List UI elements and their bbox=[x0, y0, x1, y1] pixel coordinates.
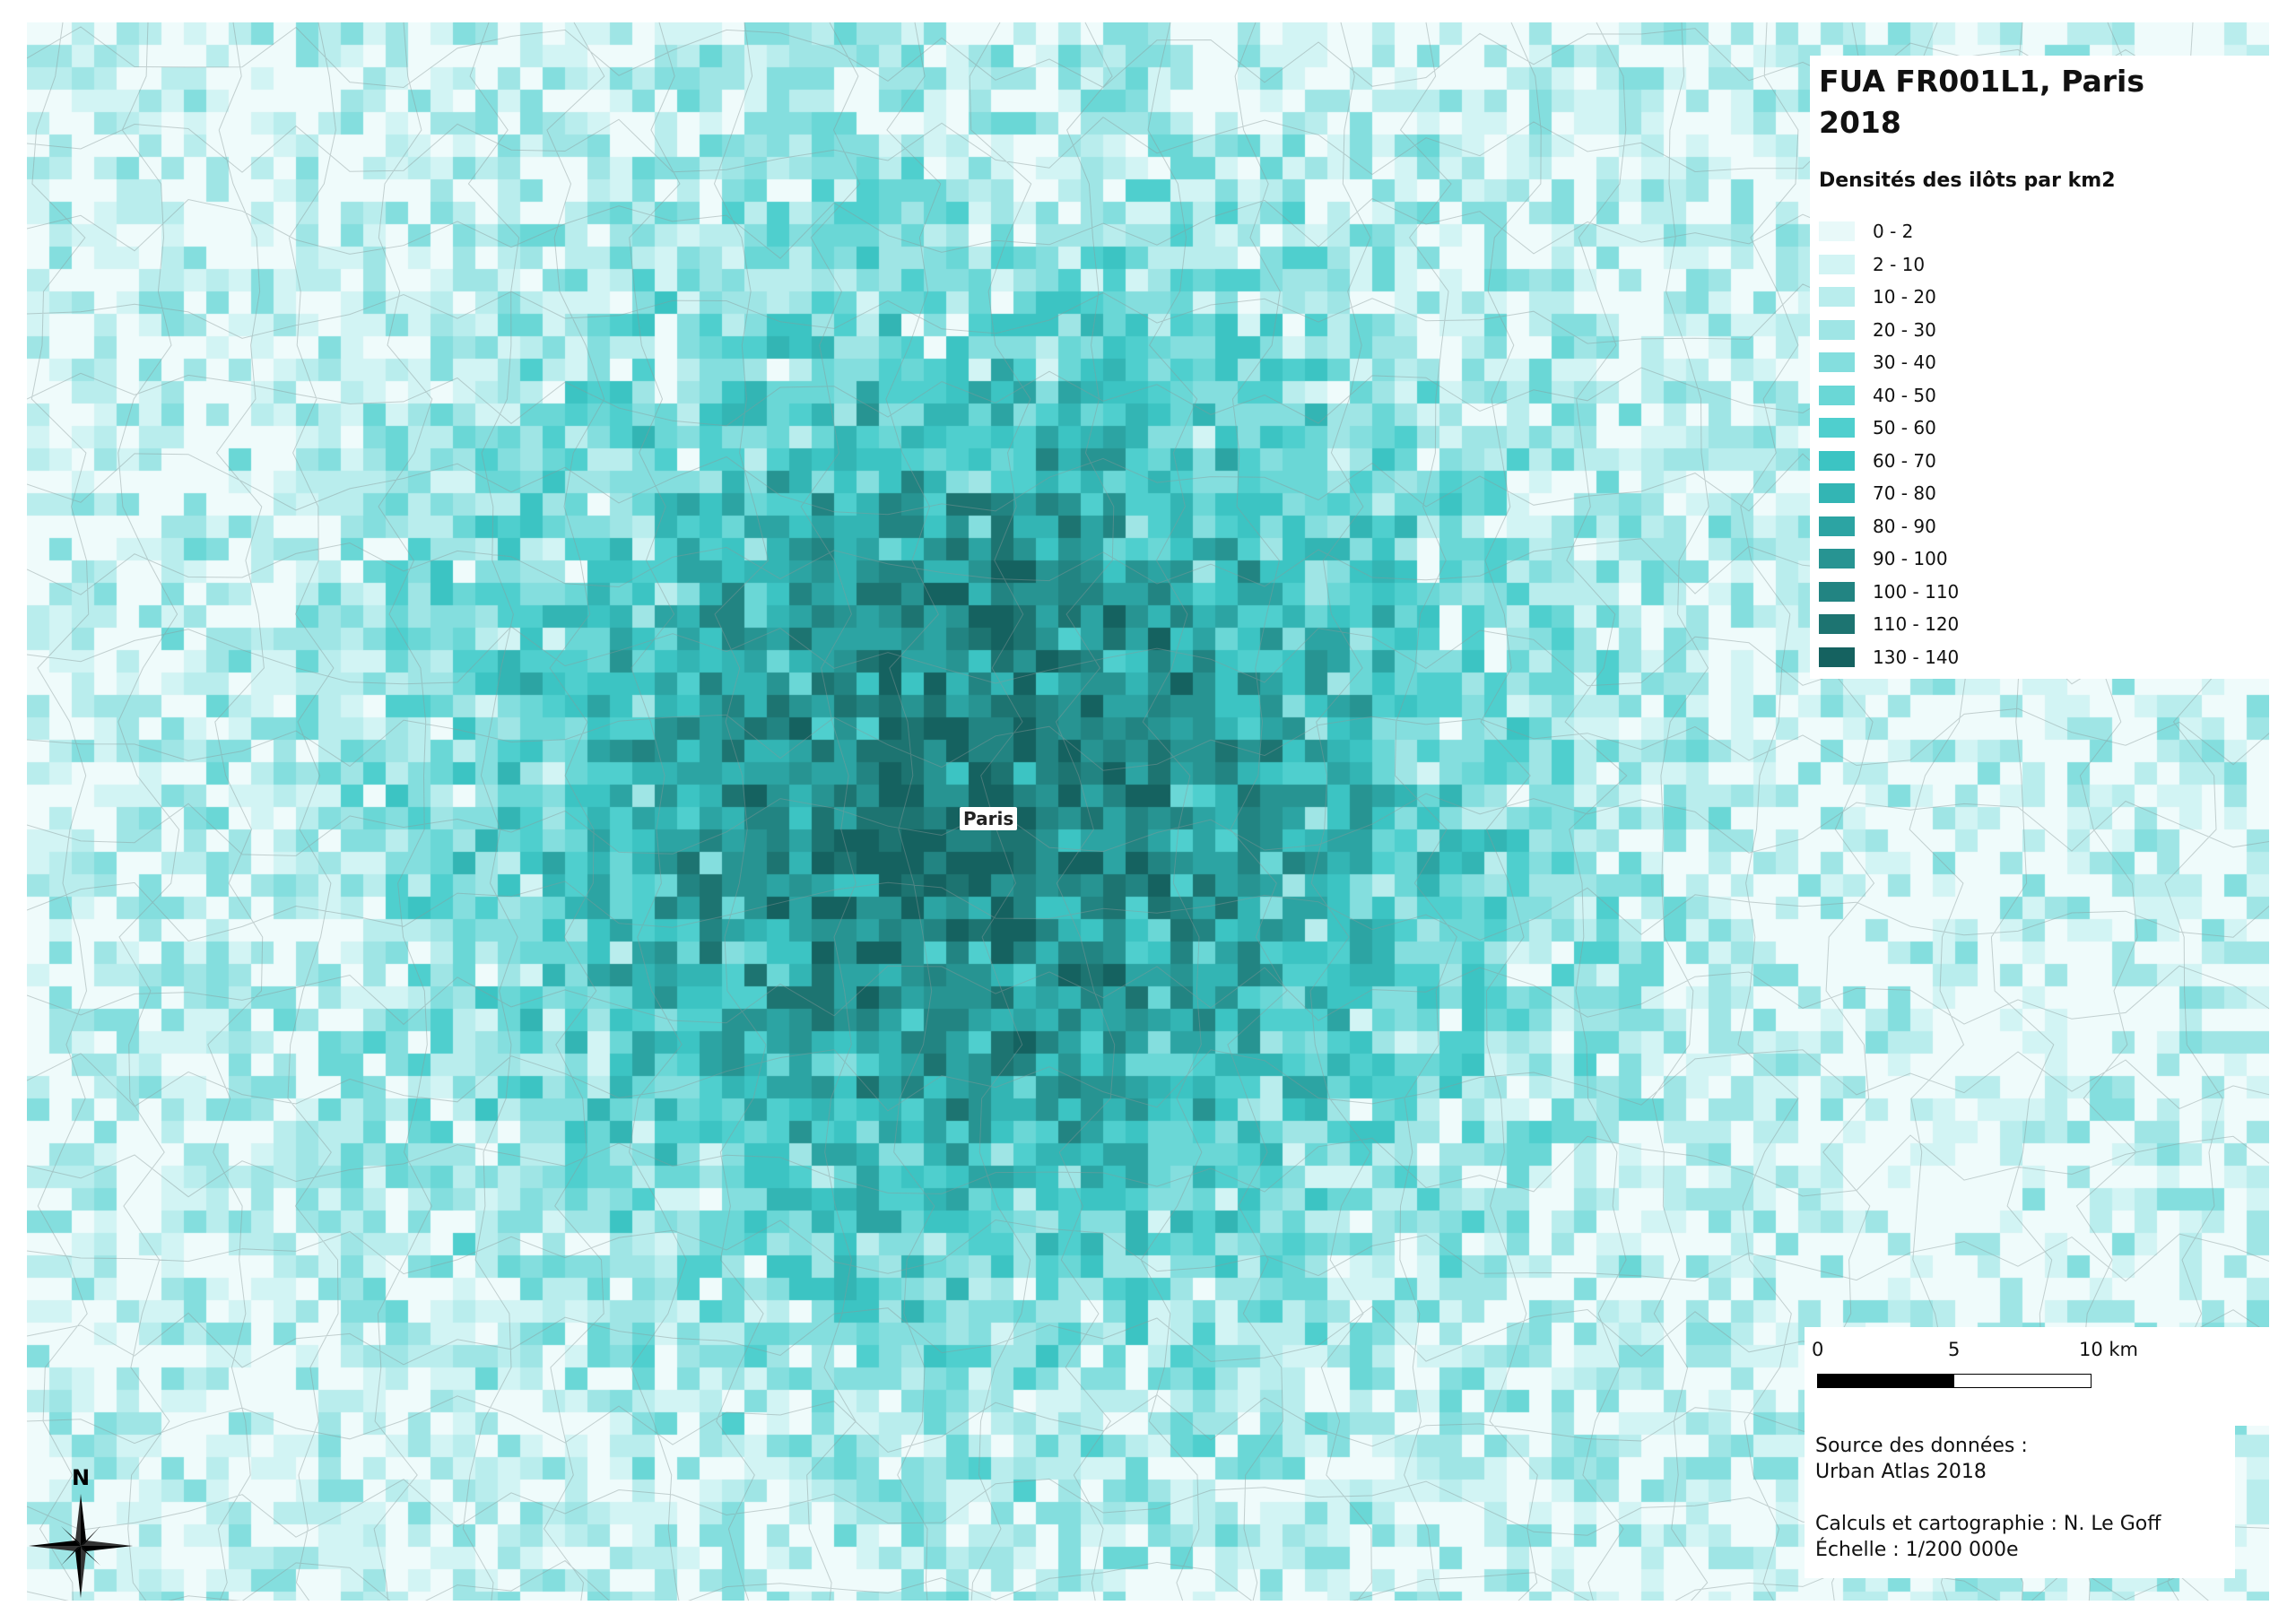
legend-label: 2 - 10 bbox=[1873, 253, 1926, 275]
map-title: FUA FR001L1, Paris 2018 bbox=[1819, 61, 2144, 143]
scale-bar bbox=[1817, 1374, 2092, 1388]
legend-item: 30 - 40 bbox=[1819, 346, 1959, 379]
credits: Source des données : Urban Atlas 2018 Ca… bbox=[1815, 1433, 2161, 1563]
legend-item: 50 - 60 bbox=[1819, 412, 1959, 445]
legend-swatch bbox=[1819, 581, 1855, 602]
credits-spacer bbox=[1815, 1485, 2161, 1511]
north-label: N bbox=[72, 1465, 90, 1490]
credits-panel bbox=[1805, 1426, 2235, 1578]
legend-item: 130 - 140 bbox=[1819, 641, 1959, 674]
legend-swatch bbox=[1819, 254, 1855, 274]
legend-label: 10 - 20 bbox=[1873, 286, 1936, 308]
legend-label: 30 - 40 bbox=[1873, 352, 1936, 374]
legend-title: Densités des ilôts par km2 bbox=[1819, 169, 2116, 192]
legend-item: 20 - 30 bbox=[1819, 314, 1959, 347]
legend-swatch bbox=[1819, 647, 1855, 667]
legend-label: 50 - 60 bbox=[1873, 417, 1936, 439]
legend-label: 90 - 100 bbox=[1873, 548, 1948, 570]
compass-star bbox=[29, 1494, 133, 1598]
scale-bar-filled bbox=[1818, 1375, 1954, 1387]
legend-swatch bbox=[1819, 221, 1855, 242]
legend-label: 70 - 80 bbox=[1873, 482, 1936, 505]
legend-label: 130 - 140 bbox=[1873, 646, 1960, 668]
legend-item: 70 - 80 bbox=[1819, 477, 1959, 510]
scale-tick-5: 5 bbox=[1948, 1339, 1961, 1360]
legend-item: 2 - 10 bbox=[1819, 248, 1959, 282]
legend-item: 80 - 90 bbox=[1819, 510, 1959, 543]
legend-swatch bbox=[1819, 516, 1855, 536]
city-label-paris: Paris bbox=[960, 807, 1018, 830]
legend-swatch bbox=[1819, 418, 1855, 438]
legend-swatch bbox=[1819, 352, 1855, 373]
legend-label: 20 - 30 bbox=[1873, 318, 1936, 341]
scale-text: Échelle : 1/200 000e bbox=[1815, 1539, 2019, 1561]
legend-label: 80 - 90 bbox=[1873, 515, 1936, 537]
legend-label: 40 - 50 bbox=[1873, 384, 1936, 406]
legend-label: 60 - 70 bbox=[1873, 449, 1936, 472]
legend-swatch bbox=[1819, 549, 1855, 569]
legend-swatch bbox=[1819, 319, 1855, 340]
legend-list: 0 - 2 2 - 10 10 - 20 20 - 30 30 - 40 40 … bbox=[1819, 215, 1959, 673]
scale-tick-10: 10 km bbox=[2079, 1339, 2139, 1360]
legend-panel bbox=[1810, 56, 2269, 679]
legend-label: 110 - 120 bbox=[1873, 613, 1960, 636]
legend-label: 100 - 110 bbox=[1873, 580, 1960, 603]
map-title-line1: FUA FR001L1, Paris bbox=[1819, 64, 2144, 99]
legend-item: 10 - 20 bbox=[1819, 281, 1959, 314]
legend-item: 110 - 120 bbox=[1819, 608, 1959, 641]
legend-swatch bbox=[1819, 614, 1855, 635]
legend-swatch bbox=[1819, 287, 1855, 308]
scale-tick-0: 0 bbox=[1812, 1339, 1824, 1360]
legend-item: 0 - 2 bbox=[1819, 215, 1959, 248]
source-value: Urban Atlas 2018 bbox=[1815, 1461, 1987, 1483]
legend-swatch bbox=[1819, 450, 1855, 471]
map-title-line2: 2018 bbox=[1819, 105, 1901, 140]
legend-swatch bbox=[1819, 385, 1855, 405]
legend-swatch bbox=[1819, 483, 1855, 504]
author-credit: Calculs et cartographie : N. Le Goff bbox=[1815, 1513, 2161, 1535]
legend-item: 40 - 50 bbox=[1819, 379, 1959, 412]
legend-item: 90 - 100 bbox=[1819, 542, 1959, 576]
legend-item: 100 - 110 bbox=[1819, 576, 1959, 609]
source-label: Source des données : bbox=[1815, 1435, 2028, 1457]
legend-label: 0 - 2 bbox=[1873, 221, 1914, 243]
legend-item: 60 - 70 bbox=[1819, 445, 1959, 478]
north-arrow-icon: N bbox=[29, 1465, 133, 1598]
